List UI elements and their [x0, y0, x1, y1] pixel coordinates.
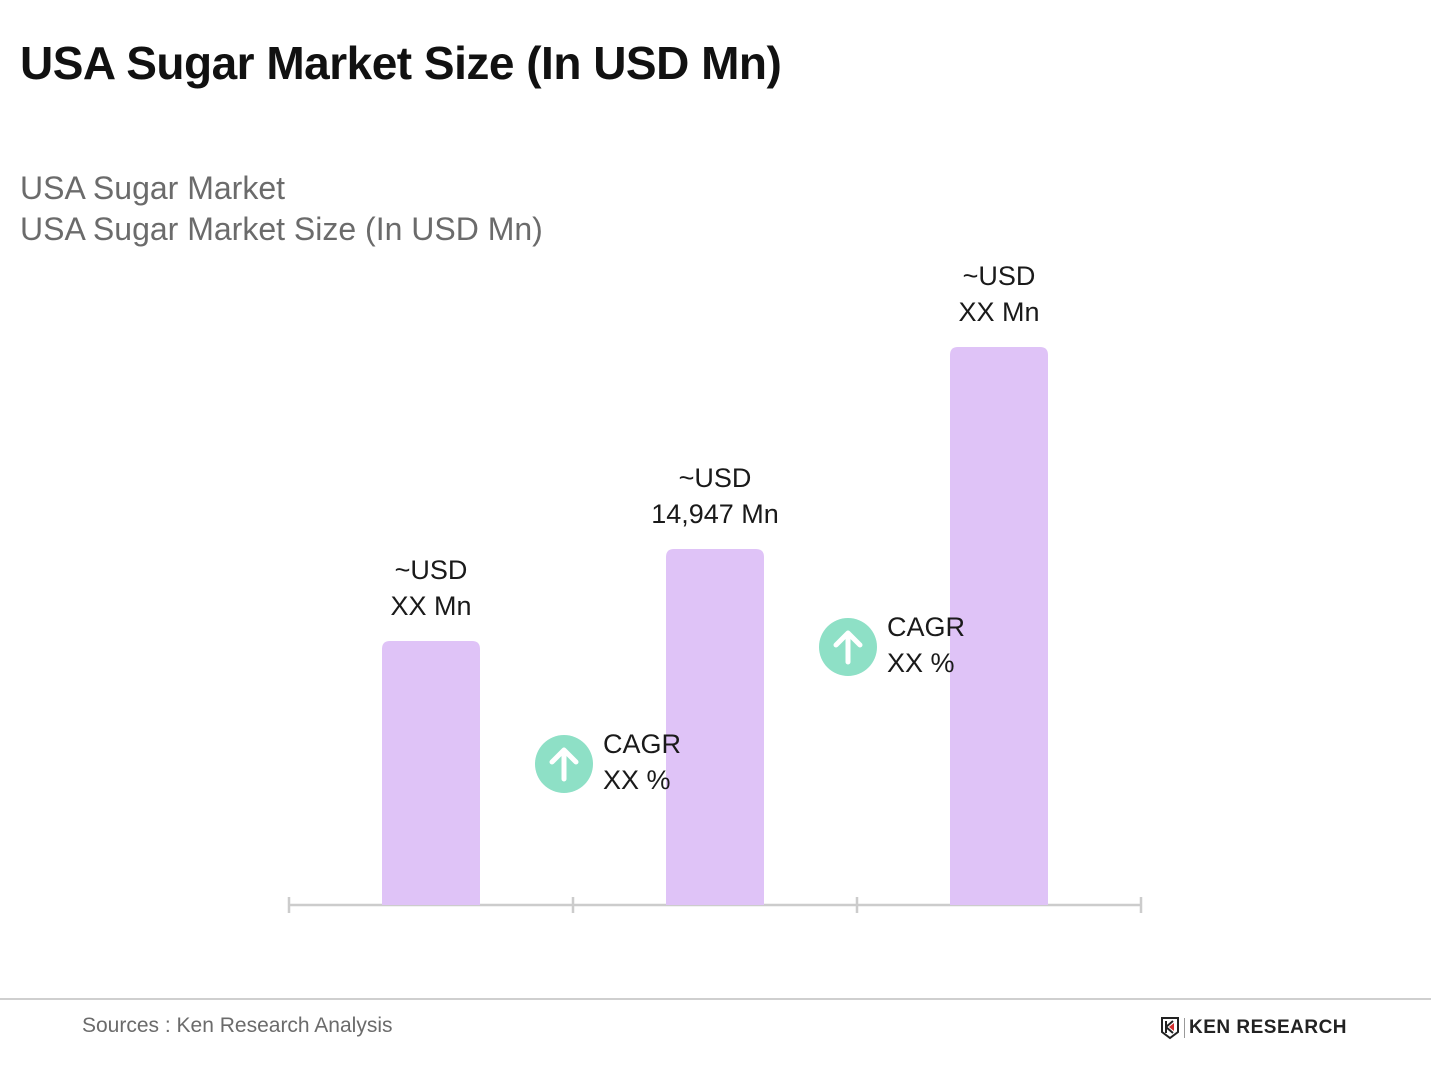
arrow-up-glyph [833, 630, 863, 665]
bar [382, 641, 480, 905]
chart-title: USA Sugar Market Size (In USD Mn) [20, 37, 782, 89]
data-label: ~USD [679, 463, 752, 493]
cagr-label: XX % [887, 648, 955, 678]
cagr-label: CAGR [887, 612, 965, 642]
data-label: XX Mn [958, 297, 1039, 327]
ken-research-logo: KEN RESEARCH [1160, 1016, 1347, 1040]
data-label: ~USD [395, 555, 468, 585]
ken-logo-icon [1161, 1017, 1179, 1040]
data-label: XX Mn [390, 591, 471, 621]
source-note: Sources : Ken Research Analysis [82, 1014, 393, 1037]
chart-subtitle-1: USA Sugar Market [20, 170, 285, 206]
data-label: ~USD [963, 261, 1036, 291]
bar [666, 549, 764, 905]
bar [950, 347, 1048, 905]
data-label: 14,947 Mn [651, 499, 779, 529]
chart-subtitle-2: USA Sugar Market Size (In USD Mn) [20, 211, 543, 247]
arrow-up-glyph [549, 747, 579, 782]
cagr-label: CAGR [603, 729, 681, 759]
cagr-label: XX % [603, 765, 671, 795]
logo-text: KEN RESEARCH [1189, 1017, 1348, 1038]
footer-divider [0, 998, 1431, 1000]
